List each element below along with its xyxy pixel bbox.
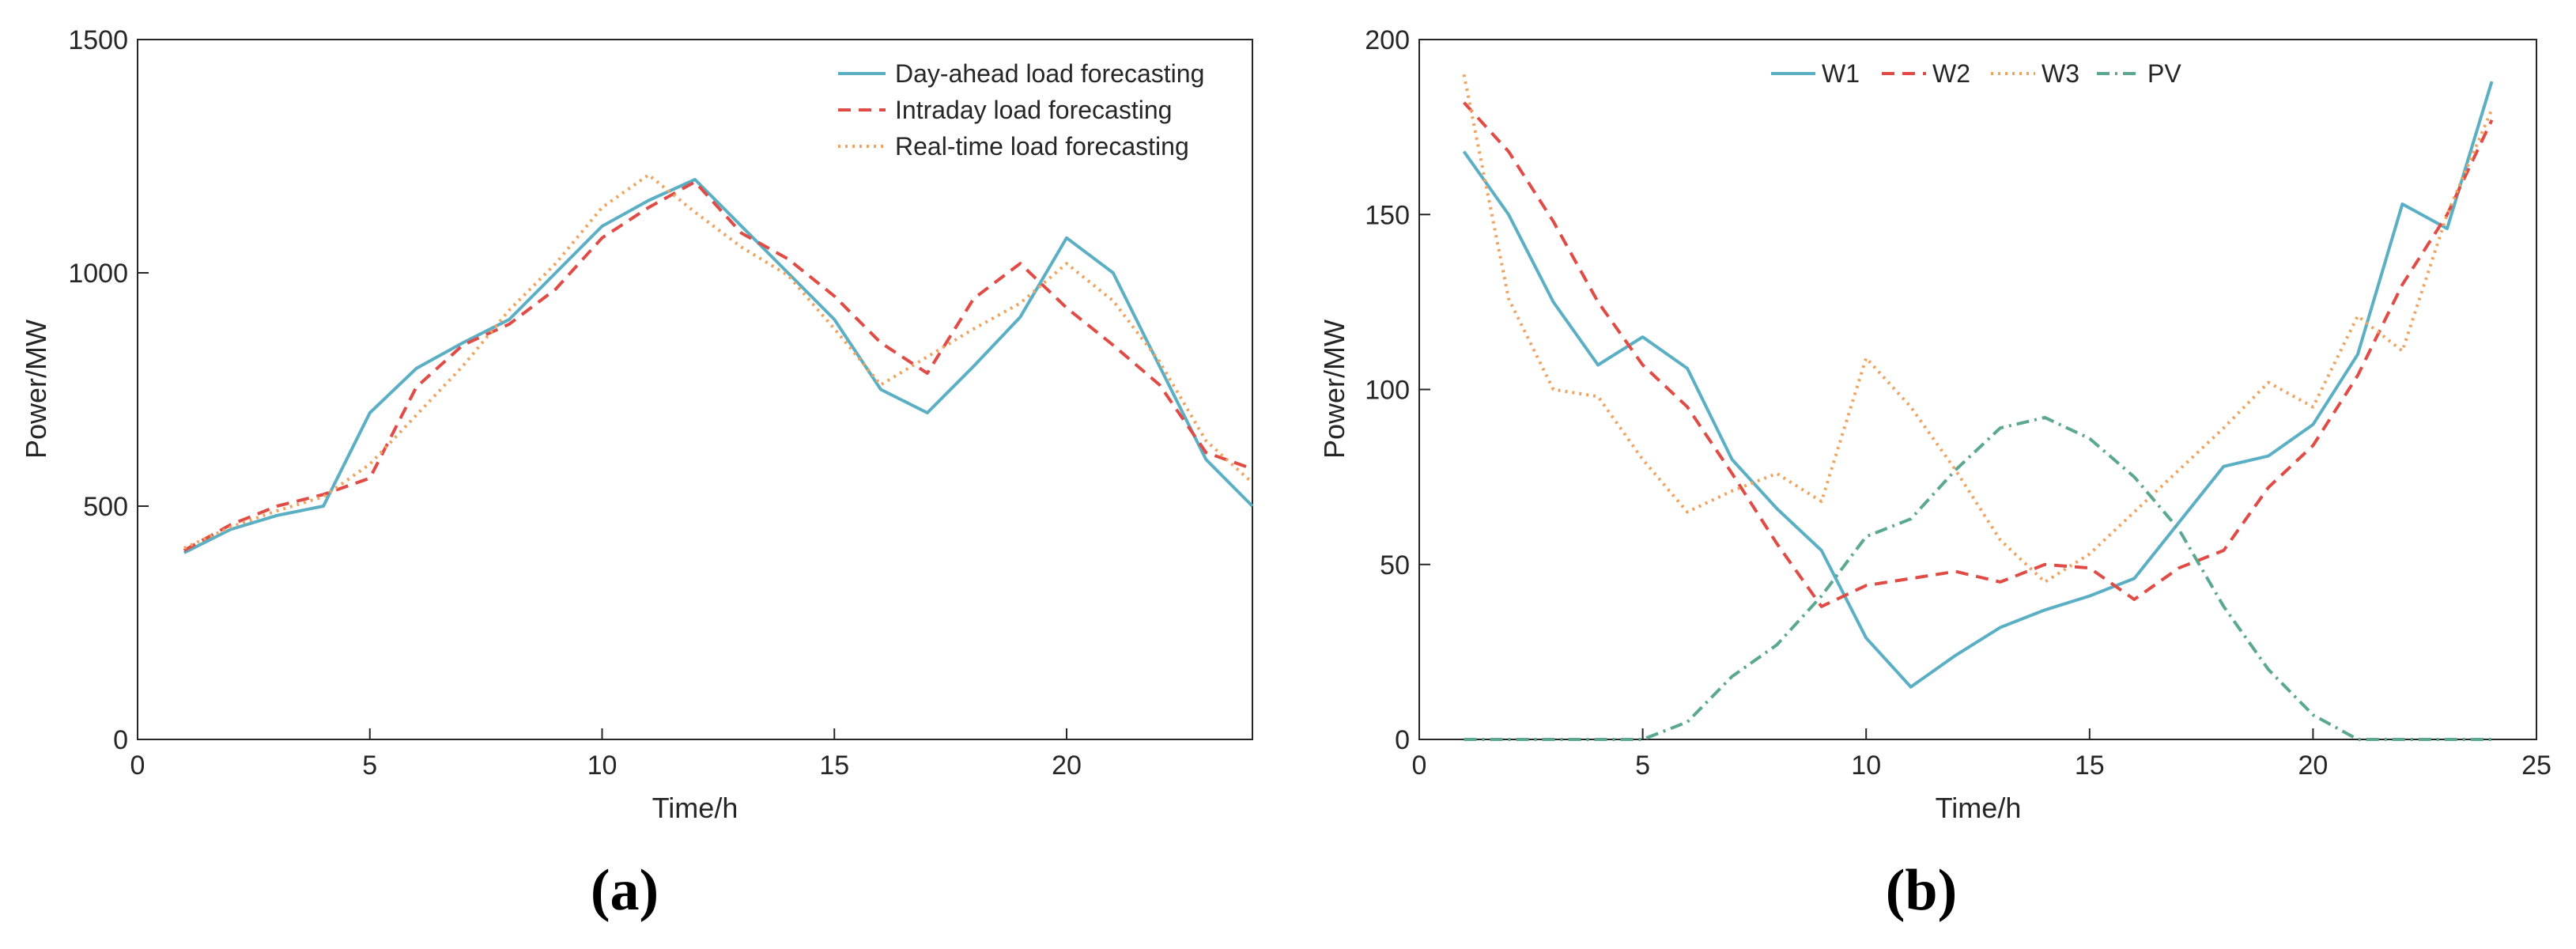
chart-b-plot-frame [1418, 39, 2537, 740]
chart-b-legend-label-w3: W3 [2042, 59, 2079, 88]
chart-a-legend-label-real-time: Real-time load forecasting [895, 132, 1189, 161]
chart-a-y-axis-label: Power/MW [20, 319, 52, 459]
chart-b: 0 5 10 15 20 25 0 50 100 150 200 Time/h Power/MW W… [1318, 25, 2551, 923]
chart-a-x-tick-label: 5 [362, 751, 377, 781]
chart-b-series-w1-line [1462, 81, 2494, 689]
chart-a-y-tick-label: 0 [113, 725, 128, 755]
chart-a-lines [183, 173, 1254, 554]
chart-a: 0 5 10 15 20 0 500 1000 1500 Time/h Power/MW Day… [20, 25, 1254, 923]
chart-a-y-tick-label: 1000 [68, 259, 128, 289]
chart-b-x-tick-label: 10 [1851, 751, 1881, 781]
chart-b-x-axis-label: Time/h [1936, 792, 2022, 824]
chart-b-y-tick-label: 0 [1395, 725, 1410, 755]
chart-b-legend-label-w2: W2 [1932, 59, 1970, 88]
chart-a-x-axis-label: Time/h [652, 792, 738, 824]
chart-a-series-intraday-load-forecasting-line [183, 180, 1253, 552]
chart-a-legend-label-intraday: Intraday load forecasting [895, 96, 1172, 124]
chart-b-y-tick-label: 200 [1365, 25, 1410, 55]
chart-b-legend: W1 W2 W3 PV [1771, 59, 2181, 88]
chart-b-legend-label-w1: W1 [1822, 59, 1860, 88]
chart-a-plot-frame [137, 39, 1253, 740]
chart-b-series-w2-line [1463, 101, 2494, 608]
chart-b-y-tick-label: 50 [1380, 550, 1410, 580]
chart-b-x-tick-label: 20 [2298, 751, 2328, 781]
chart-a-x-tick-label: 15 [819, 751, 849, 781]
chart-b-lines [1462, 74, 2494, 741]
chart-a-x-tick-label: 20 [1052, 751, 1082, 781]
chart-b-series-pv-line [1464, 415, 2492, 741]
panel-label-a: (a) [591, 858, 659, 923]
panel-label-b: (b) [1886, 858, 1957, 923]
chart-b-x-tick-label: 15 [2075, 751, 2105, 781]
chart-b-y-tick-label: 100 [1365, 376, 1410, 406]
chart-b-y-axis-label: Power/MW [1318, 319, 1350, 459]
chart-a-legend: Day-ahead load forecasting Intraday load… [838, 59, 1204, 161]
chart-a-series-real-time-load-forecasting-line [183, 173, 1254, 550]
chart-a-legend-label-day-ahead: Day-ahead load forecasting [895, 59, 1204, 88]
chart-b-x-tick-label: 5 [1635, 751, 1650, 781]
chart-b-y-tick-label: 150 [1365, 200, 1410, 230]
chart-a-axes: 0 5 10 15 20 0 500 1000 1500 [68, 25, 1082, 781]
chart-a-series-day-ahead-load-forecasting-line [183, 178, 1254, 554]
chart-a-y-tick-label: 1500 [68, 25, 128, 55]
chart-b-axes: 0 5 10 15 20 25 0 50 100 150 200 [1365, 25, 2551, 781]
chart-b-x-tick-label: 25 [2521, 751, 2551, 781]
chart-a-x-tick-label: 0 [130, 751, 145, 781]
chart-b-legend-label-pv: PV [2147, 59, 2181, 88]
chart-a-y-tick-label: 500 [83, 492, 128, 522]
chart-b-x-tick-label: 0 [1412, 751, 1427, 781]
chart-a-x-tick-label: 10 [587, 751, 618, 781]
